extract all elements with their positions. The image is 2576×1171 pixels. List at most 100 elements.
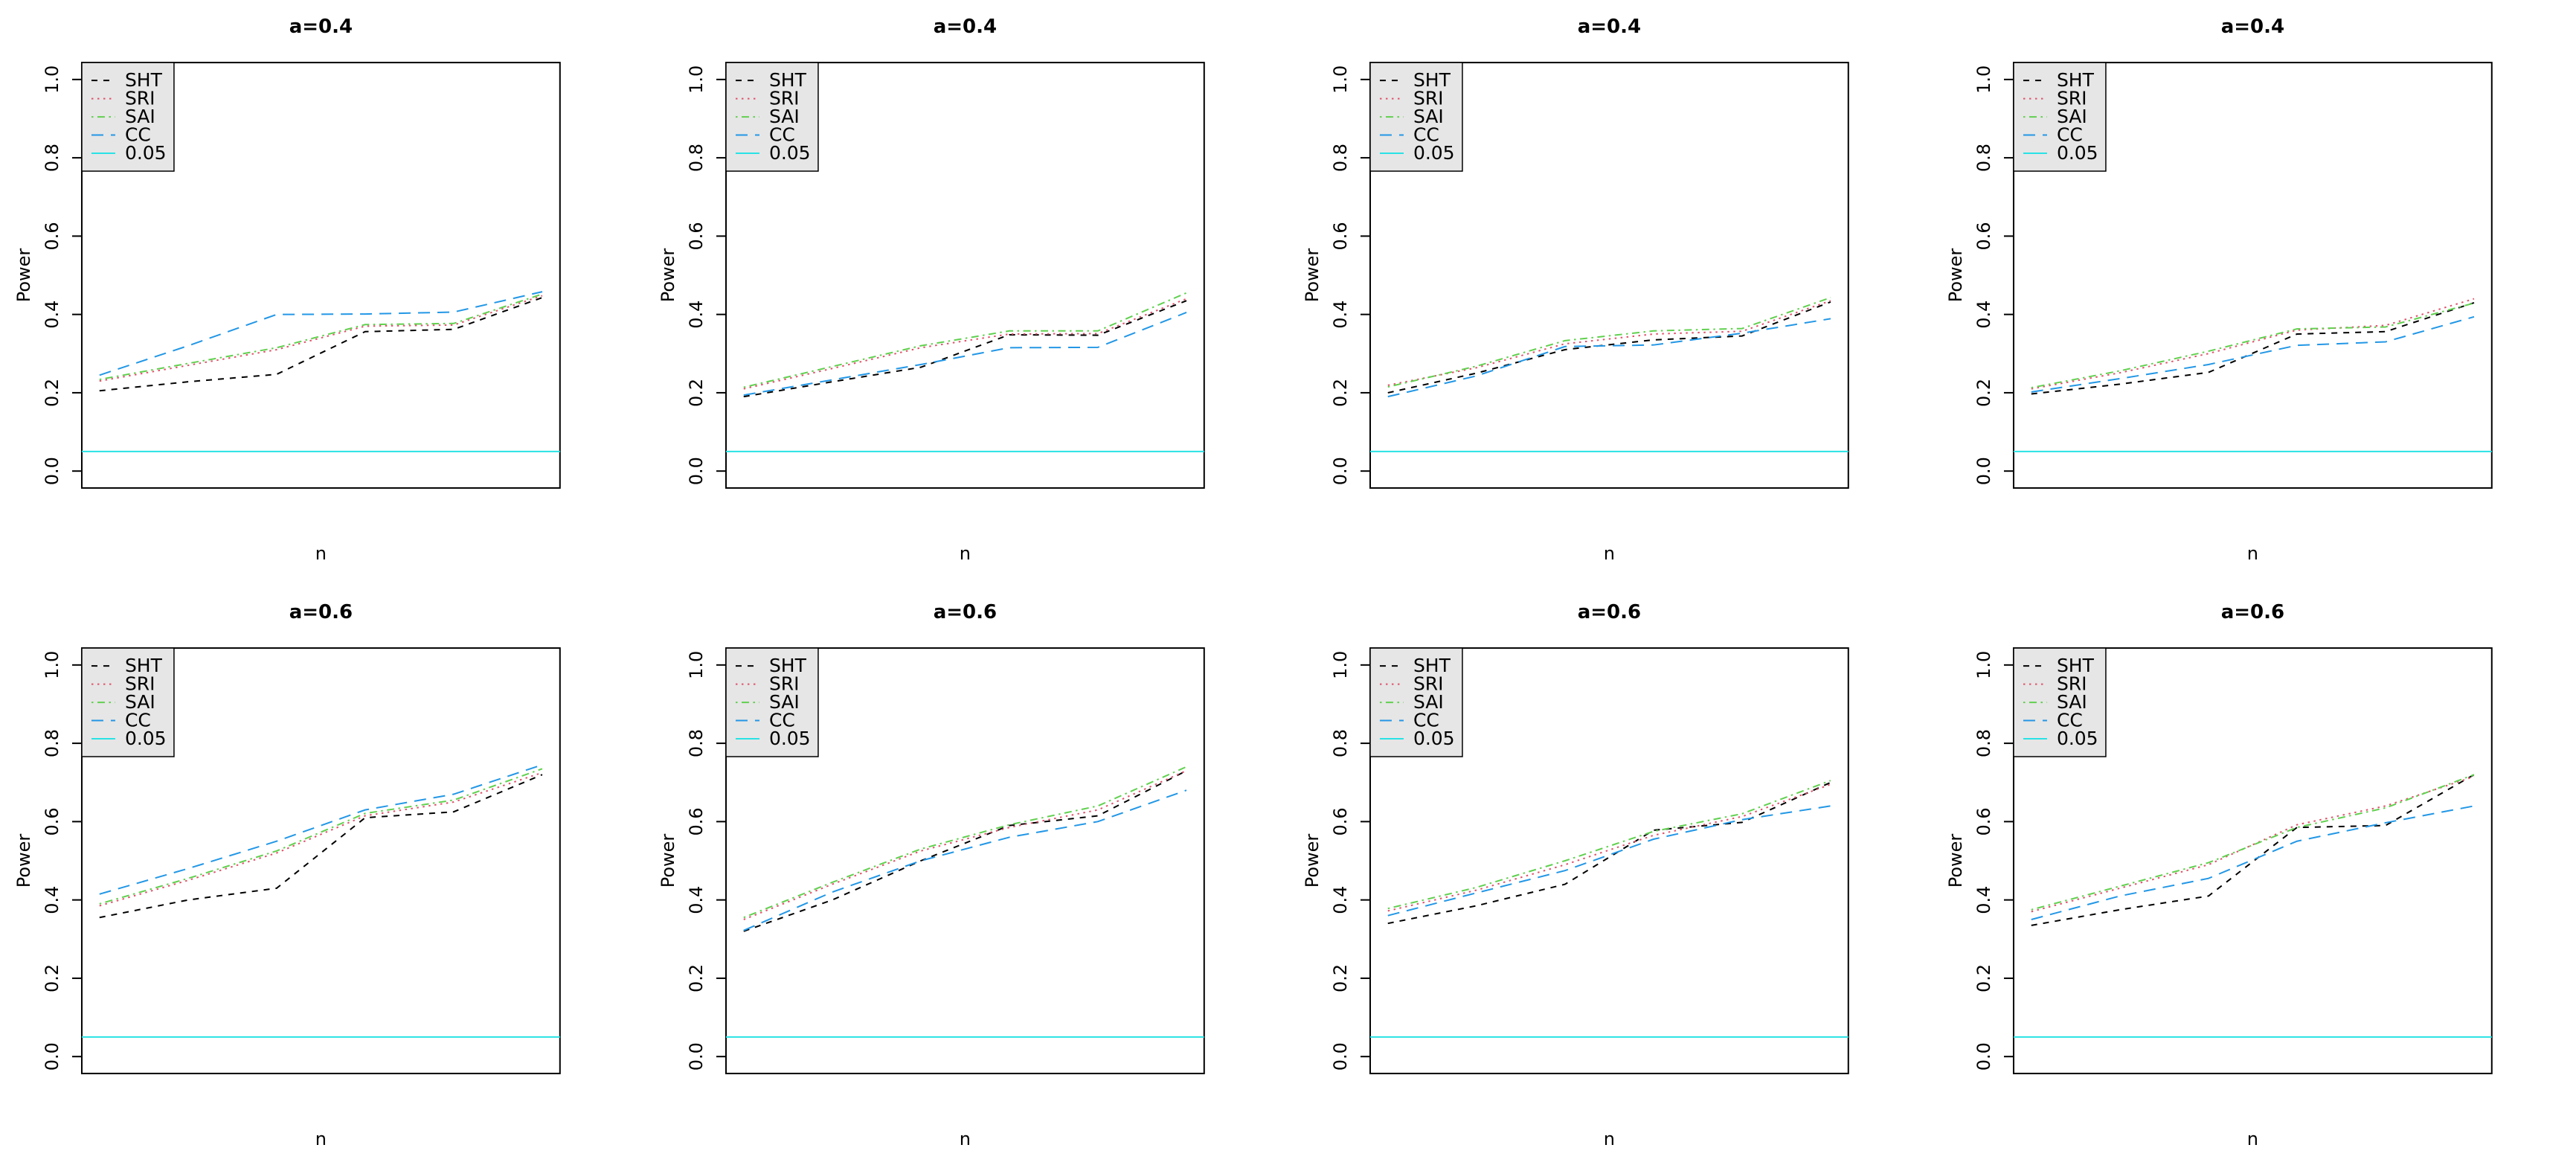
series-line-SAI: [99, 768, 543, 905]
plot-box: [2013, 62, 2493, 489]
y-axis-tick-label: 0.2: [1973, 964, 1994, 992]
plot-box: [80, 62, 561, 489]
series-line-SRI: [2031, 298, 2475, 390]
legend-label-0.05: 0.05: [769, 728, 811, 749]
subplot-cell-3: a=0.4 0.0 0.2 0.4 0.6 0.8 1.0 Power n SHT SRI SAI CC…: [1288, 0, 1933, 586]
legend-label-CC: CC: [1413, 710, 1439, 731]
plot-title: a=0.4: [1577, 16, 1640, 38]
legend-label-SAI: SAI: [2057, 106, 2087, 127]
legend-label-CC: CC: [125, 124, 151, 146]
legend-label-SRI: SRI: [1413, 673, 1443, 695]
y-axis-tick-label: 0.8: [1973, 729, 1994, 757]
series-line-CC: [2031, 315, 2475, 393]
y-axis-tick-label: 0.2: [1329, 379, 1350, 407]
subplot-cell-2: a=0.4 0.0 0.2 0.4 0.6 0.8 1.0 Power n SHT SRI SAI CC…: [643, 0, 1288, 586]
series-line-SHT: [743, 770, 1187, 932]
y-axis-tick-label: 0.6: [686, 222, 707, 250]
y-axis-tick-label: 0.8: [686, 144, 707, 172]
x-axis-label: n: [2247, 1129, 2258, 1149]
y-axis-tick-label: 0.4: [1973, 886, 1994, 914]
y-axis-label: Power: [1301, 248, 1322, 303]
legend-label-0.05: 0.05: [1413, 142, 1454, 164]
subplot-cell-1: a=0.4 0.0 0.2 0.4 0.6 0.8 1.0 Power n SHT SRI SAI CC…: [0, 0, 644, 586]
legend-label-SHT: SHT: [1413, 69, 1451, 91]
y-axis-tick-label: 0.6: [42, 807, 62, 835]
y-axis-tick-label: 1.0: [686, 65, 707, 94]
series-line-SAI: [743, 292, 1187, 388]
y-axis-tick-label: 0.0: [1329, 1042, 1350, 1071]
y-axis-tick-label: 0.0: [42, 457, 62, 485]
y-axis-tick-label: 0.4: [1329, 886, 1350, 914]
y-axis-tick-label: 1.0: [686, 651, 707, 679]
series-line-SRI: [2031, 775, 2475, 913]
subplot-cell-7: a=0.6 0.0 0.2 0.4 0.6 0.8 1.0 Power n SHT SRI SAI CC…: [1288, 586, 1933, 1171]
legend-label-SAI: SAI: [1413, 691, 1443, 713]
subplot-chart-6: a=0.6 0.0 0.2 0.4 0.6 0.8 1.0 Power n SHTSRISAICC…: [658, 601, 1205, 1149]
subplot-chart-5: a=0.6 0.0 0.2 0.4 0.6 0.8 1.0 Power n SHTSRISAICC…: [13, 601, 561, 1149]
legend-label-SAI: SAI: [769, 106, 800, 127]
y-axis-tick-label: 0.0: [1973, 457, 1994, 485]
y-axis-tick-label: 0.4: [686, 301, 707, 329]
subplot-cell-6: a=0.6 0.0 0.2 0.4 0.6 0.8 1.0 Power n SHT SRI SAI CC…: [643, 586, 1288, 1171]
legend-label-SAI: SAI: [1413, 106, 1443, 127]
plot-title: a=0.6: [289, 601, 353, 623]
y-axis-tick-label: 0.8: [1329, 729, 1350, 757]
series-line-SHT: [743, 300, 1187, 398]
legend-label-SAI: SAI: [125, 106, 155, 127]
legend-label-SAI: SAI: [2057, 691, 2087, 713]
plot-box: [1369, 62, 1849, 489]
legend-label-0.05: 0.05: [1413, 728, 1454, 749]
series-line-CC: [743, 789, 1187, 931]
x-axis-label: n: [315, 1129, 327, 1149]
y-axis-label: Power: [13, 834, 34, 888]
y-axis-label: Power: [658, 834, 678, 888]
y-axis-tick-label: 0.6: [1973, 222, 1994, 250]
y-axis-tick-label: 0.8: [1973, 144, 1994, 172]
plot-box: [725, 62, 1205, 489]
y-axis-tick-label: 1.0: [1973, 651, 1994, 679]
series-line-SAI: [99, 293, 543, 381]
x-axis-label: n: [1603, 543, 1614, 564]
y-axis-label: Power: [658, 248, 678, 303]
series-line-SRI: [99, 295, 543, 382]
legend-label-0.05: 0.05: [125, 728, 167, 749]
y-axis-tick-label: 0.2: [42, 379, 62, 407]
y-axis-tick-label: 0.2: [1329, 964, 1350, 992]
y-axis-tick-label: 1.0: [1329, 65, 1350, 94]
subplot-chart-2: a=0.4 0.0 0.2 0.4 0.6 0.8 1.0 Power n SHTSRISAICC…: [658, 16, 1205, 564]
series-line-CC: [743, 312, 1187, 397]
legend-label-CC: CC: [2057, 124, 2083, 146]
series-line-SHT: [1387, 301, 1831, 394]
y-axis-tick-label: 0.2: [1973, 379, 1994, 407]
legend-label-SHT: SHT: [769, 655, 807, 676]
subplot-chart-1: a=0.4 0.0 0.2 0.4 0.6 0.8 1.0 Power n SHTSRISAICC…: [13, 16, 561, 564]
y-axis-tick-label: 0.6: [1973, 807, 1994, 835]
series-line-SHT: [99, 774, 543, 919]
plot-title: a=0.6: [1577, 601, 1640, 623]
y-axis-tick-label: 0.8: [1329, 144, 1350, 172]
y-axis-tick-label: 0.4: [42, 301, 62, 329]
legend-label-SAI: SAI: [125, 691, 155, 713]
series-line-SRI: [1387, 300, 1831, 386]
series-line-SHT: [1387, 781, 1831, 925]
series-line-SAI: [743, 766, 1187, 919]
legend-label-CC: CC: [1413, 124, 1439, 146]
y-axis-label: Power: [1301, 834, 1322, 888]
series-line-SAI: [1387, 780, 1831, 910]
y-axis-label: Power: [1945, 248, 1966, 303]
legend-label-SHT: SHT: [2057, 655, 2095, 676]
legend-label-0.05: 0.05: [125, 142, 167, 164]
x-axis-label: n: [960, 543, 971, 564]
legend-label-SRI: SRI: [125, 88, 155, 109]
plot-title: a=0.6: [933, 601, 996, 623]
legend-label-SRI: SRI: [769, 88, 800, 109]
plot-box: [1369, 647, 1849, 1074]
y-axis-tick-label: 0.0: [686, 457, 707, 485]
x-axis-label: n: [315, 543, 327, 564]
plot-title: a=0.4: [933, 16, 996, 38]
y-axis-tick-label: 0.2: [42, 964, 62, 992]
legend-label-0.05: 0.05: [769, 142, 811, 164]
series-line-SAI: [1387, 297, 1831, 388]
